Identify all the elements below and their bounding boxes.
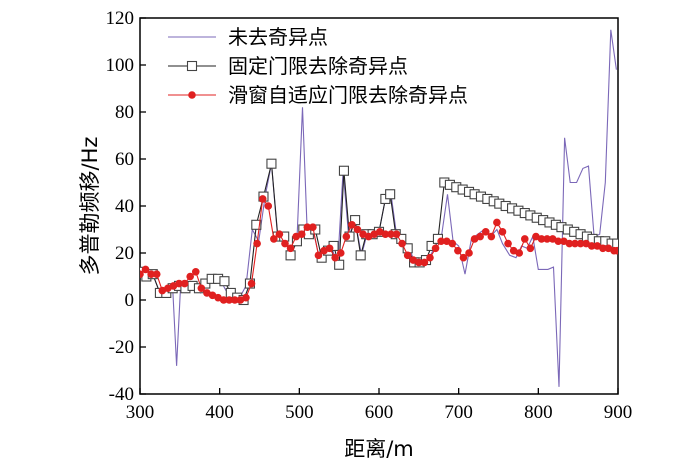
series-sliding-window-point [459,253,468,262]
series-sliding-window-point [381,230,390,238]
series-sliding-window-point [543,235,551,243]
y-tick-label: 20 [115,243,134,264]
series-fixed-threshold-point [251,219,262,230]
series-sliding-window-point [325,244,334,253]
series-sliding-window-point [426,253,434,262]
x-tick-label: 900 [604,402,633,423]
series-sliding-window-point [270,235,278,243]
series-sliding-window-point [147,270,155,278]
series-fixed-threshold-point [338,165,349,176]
series-sliding-window [140,195,618,304]
series-sliding-window-point [141,265,150,274]
series-sliding-window-point [231,296,239,304]
series-sliding-window-point [297,230,306,238]
series-sliding-window-point [247,279,256,288]
x-tick-label: 500 [285,402,314,423]
y-tick-label: -20 [109,337,134,358]
series-sliding-window-point [515,249,524,257]
series-fixed-threshold-point [219,276,230,287]
series-sliding-window-point [571,239,579,248]
series-sliding-window-point [392,230,401,238]
series-fixed-threshold-point [334,259,345,270]
x-axis-title: 距离/m [344,437,414,461]
series-sliding-window-point [175,279,183,288]
series-sliding-window-point [465,249,473,257]
series-sliding-window-point [180,279,189,288]
series-sliding-window-point [481,228,490,236]
legend-label: 未去奇异点 [228,25,328,49]
x-tick-label: 300 [126,402,155,423]
series-sliding-window-point [476,232,484,241]
series-sliding-window-point [599,244,607,253]
series-sliding-window-point [186,272,194,281]
series-sliding-window-point [242,293,250,302]
series-sliding-window-point [258,195,267,203]
y-tick-label: -40 [109,384,134,405]
series-sliding-window-point [613,246,618,255]
series-sliding-window-point [437,237,445,246]
y-axis-title: 多普勒频移/Hz [78,137,102,276]
series-sliding-window-point [415,258,423,267]
series-fixed-threshold-point [266,158,277,169]
series-sliding-window-point [225,296,234,304]
series-sliding-window-point [309,223,317,231]
series-sliding-window-point [253,239,261,248]
series-sliding-window-point [275,230,284,238]
y-tick-label: 40 [115,196,134,217]
x-tick-label: 400 [205,402,234,423]
series-sliding-window-point [264,202,273,210]
series-sliding-window-point [387,230,395,238]
series-sliding-window-point [498,228,507,236]
series-sliding-window-point [565,239,574,248]
series-sliding-window-point [197,284,206,293]
legend-marker [186,60,198,72]
series-sliding-window-point [504,239,512,248]
series-sliding-window-point [286,244,295,253]
series-sliding-window-point [314,251,323,260]
series-sliding-window-point [448,239,457,248]
series-sliding-window-point [281,239,289,248]
series-sliding-window-point [520,235,529,243]
series-sliding-window-point [348,221,356,229]
series-sliding-window-point [140,270,144,278]
series-sliding-window-point [554,237,563,246]
series-sliding-window-point [342,232,351,241]
y-tick-label: 60 [115,149,134,170]
series-fixed-threshold-point [355,250,366,261]
x-tick-label: 600 [365,402,394,423]
series-sliding-window-point [587,242,596,250]
series-sliding-window-point [398,239,406,248]
series-sliding-window-point [420,258,429,267]
y-tick-label: 120 [106,8,135,29]
series-sliding-window-point [353,225,362,234]
series-sliding-window-point [526,244,535,253]
legend-label: 滑窗自适应门限去除奇异点 [228,83,468,107]
series-sliding-window-point [576,239,585,248]
series-sliding-window-point [191,268,200,276]
y-tick-label: 80 [115,102,134,123]
series-sliding-window-point [336,249,345,257]
series-fixed-threshold-point [385,189,396,200]
series-sliding-window-point [403,251,412,260]
series-sliding-window-point [331,253,339,262]
series-sliding-window-point [537,235,546,243]
series-sliding-window-point [487,232,496,241]
series-sliding-window-line [140,197,618,301]
series-sliding-window-point [152,270,161,278]
y-tick-label: 100 [106,55,135,76]
series-sliding-window-point [431,244,440,253]
y-tick-label: 0 [125,290,135,311]
series-fixed-threshold-point [285,250,296,261]
x-tick-label: 700 [444,402,473,423]
series-fixed-threshold-point [612,238,618,249]
series-sliding-window-point [454,246,462,255]
series-sliding-window-point [219,296,228,304]
series-sliding-window-point [493,218,501,227]
legend-marker [188,91,196,99]
series-sliding-window-point [303,223,312,231]
legend-label: 固定门限去除奇异点 [228,54,408,78]
x-tick-label: 800 [524,402,553,423]
